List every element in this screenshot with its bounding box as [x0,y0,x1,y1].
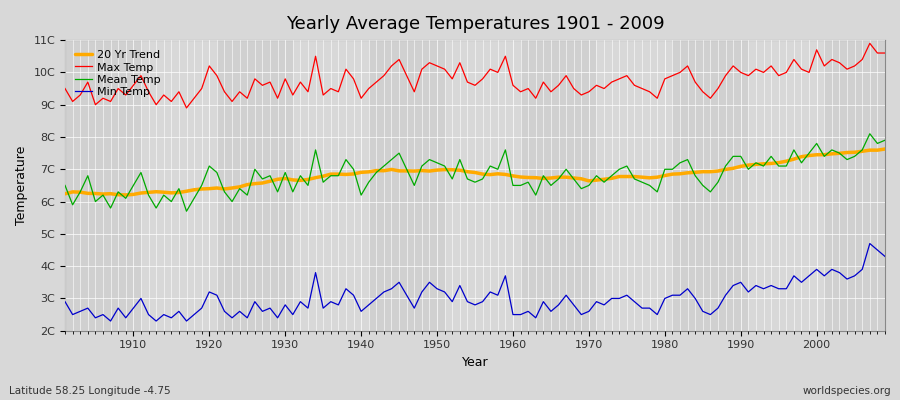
Bar [748,40,824,331]
Max Temp [607,80,617,84]
Bar [824,40,885,331]
Mean Temp [121,196,131,201]
Min Temp [105,319,116,324]
Mean Temp [515,183,526,188]
Min Temp [340,286,351,291]
Mean Temp [864,131,875,136]
Mean Temp [295,173,306,178]
Mean Temp [879,138,890,143]
Max Temp [295,80,306,84]
X-axis label: Year: Year [462,356,489,369]
Bar [217,40,292,331]
Min Temp [295,299,306,304]
Line: Max Temp: Max Temp [65,43,885,108]
Bar [597,40,672,331]
Mean Temp [607,173,617,178]
20 Yr Trend [607,176,617,181]
Max Temp [864,41,875,46]
Min Temp [607,296,617,301]
Line: Mean Temp: Mean Temp [65,134,885,211]
Min Temp [508,312,518,317]
Mean Temp [181,209,192,214]
Bar [141,40,217,331]
Y-axis label: Temperature: Temperature [15,146,28,225]
20 Yr Trend [59,192,70,196]
20 Yr Trend [295,178,306,183]
20 Yr Trend [121,192,131,197]
Line: 20 Yr Trend: 20 Yr Trend [65,149,885,195]
Max Temp [59,86,70,91]
Bar [445,40,520,331]
Text: Latitude 58.25 Longitude -4.75: Latitude 58.25 Longitude -4.75 [9,386,171,396]
Bar [292,40,369,331]
Mean Temp [340,157,351,162]
Min Temp [864,241,875,246]
Min Temp [59,299,70,304]
Min Temp [128,306,139,310]
Text: worldspecies.org: worldspecies.org [803,386,891,396]
Min Temp [879,254,890,259]
Max Temp [181,106,192,110]
Max Temp [340,67,351,72]
20 Yr Trend [340,172,351,177]
Line: Min Temp: Min Temp [65,244,885,321]
Bar [672,40,748,331]
20 Yr Trend [128,192,139,197]
20 Yr Trend [879,147,890,152]
Mean Temp [59,183,70,188]
Legend: 20 Yr Trend, Max Temp, Mean Temp, Min Temp: 20 Yr Trend, Max Temp, Mean Temp, Min Te… [70,46,166,102]
Bar [520,40,597,331]
Bar [65,40,141,331]
Max Temp [121,93,131,98]
Min Temp [515,312,526,317]
Mean Temp [508,183,518,188]
20 Yr Trend [515,175,526,180]
Title: Yearly Average Temperatures 1901 - 2009: Yearly Average Temperatures 1901 - 2009 [285,15,664,33]
Max Temp [508,83,518,88]
20 Yr Trend [508,174,518,178]
Max Temp [879,51,890,56]
Bar [369,40,445,331]
Max Temp [515,89,526,94]
